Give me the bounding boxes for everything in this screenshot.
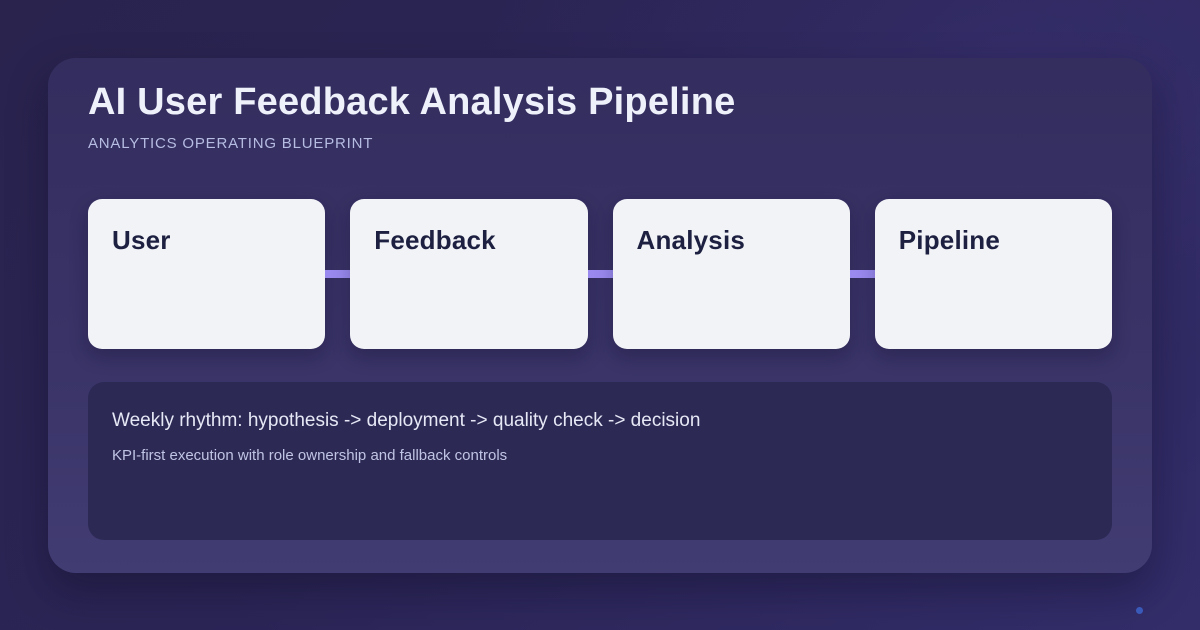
accent-dot [1136,607,1143,614]
main-panel: AI User Feedback Analysis Pipeline ANALY… [48,58,1152,573]
flow-node-feedback: Feedback [350,198,588,349]
flow-node-label: Pipeline [898,224,1001,255]
connector-line [325,269,351,278]
pipeline-flow: User Feedback Analysis Pipeline [88,198,1112,349]
flow-node-user: User [88,198,326,349]
summary-headline: Weekly rhythm: hypothesis -> deployment … [112,409,701,431]
summary-subtext: KPI-first execution with role ownership … [112,446,508,464]
page-title: AI User Feedback Analysis Pipeline [88,81,736,123]
flow-node-label: Feedback [374,224,496,255]
connector-line [849,269,875,278]
flow-node-pipeline: Pipeline [874,198,1112,349]
flow-node-label: Analysis [636,224,746,255]
connector-line [587,269,613,278]
summary-panel: Weekly rhythm: hypothesis -> deployment … [88,381,1112,540]
flow-node-label: User [112,224,171,255]
flow-node-analysis: Analysis [612,198,850,349]
page-subtitle: ANALYTICS OPERATING BLUEPRINT [88,134,374,152]
